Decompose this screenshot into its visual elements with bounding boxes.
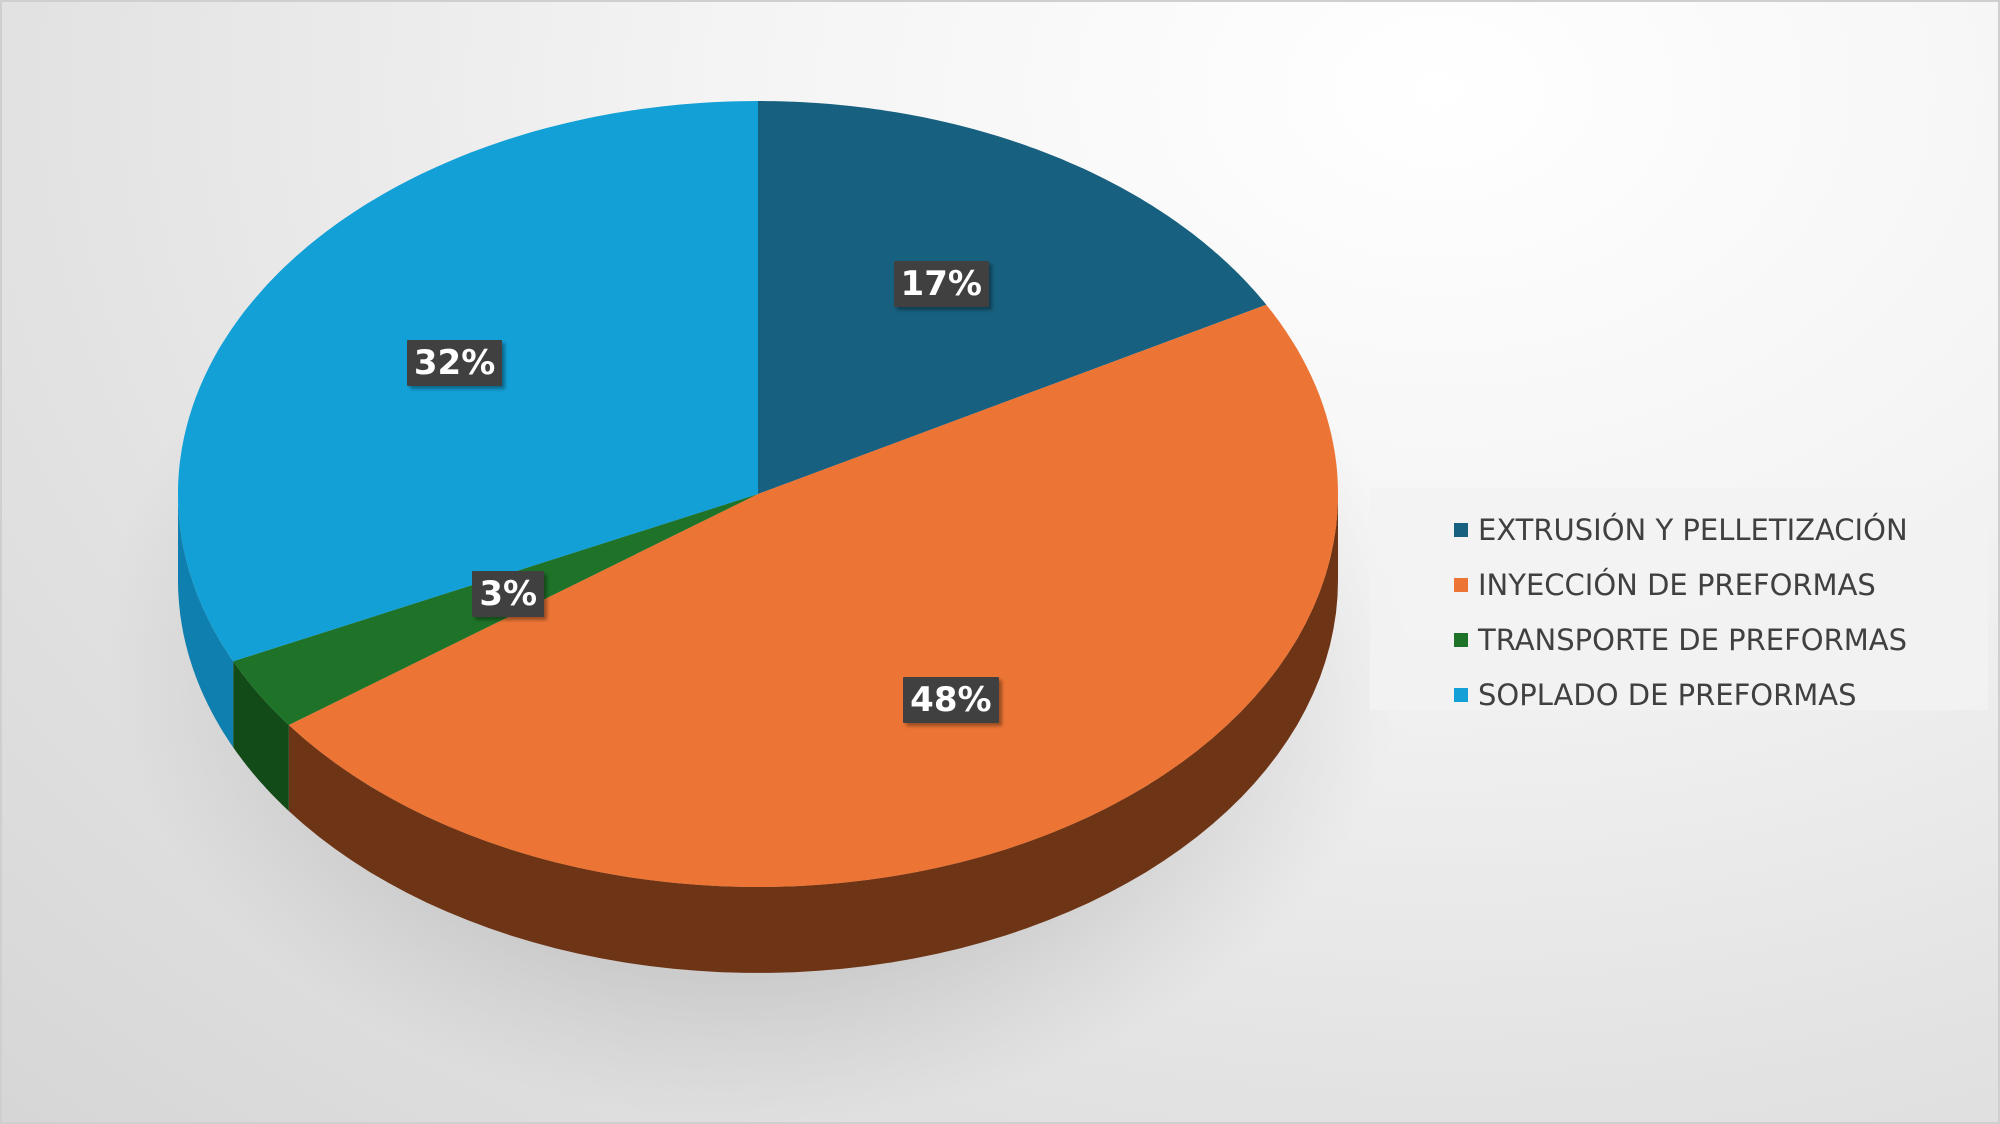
pie-slice-side	[233, 661, 289, 811]
legend-label: SOPLADO DE PREFORMAS	[1478, 677, 1857, 712]
legend-swatch	[1454, 632, 1468, 647]
legend-label: EXTRUSIÓN Y PELLETIZACIÓN	[1478, 512, 1908, 547]
legend-swatch	[1454, 522, 1468, 537]
data-label: 3%	[472, 571, 545, 618]
legend-item: INYECCIÓN DE PREFORMAS	[1454, 557, 1988, 612]
legend-item: TRANSPORTE DE PREFORMAS	[1454, 612, 1988, 667]
data-label: 32%	[406, 340, 503, 387]
legend: EXTRUSIÓN Y PELLETIZACIÓN INYECCIÓN DE P…	[1370, 488, 1988, 712]
pie-slice	[288, 304, 1338, 887]
data-label: 17%	[893, 261, 989, 308]
legend-label: TRANSPORTE DE PREFORMAS	[1478, 622, 1907, 657]
data-label: 48%	[903, 676, 999, 723]
pie-sides	[178, 494, 1338, 973]
legend-swatch	[1454, 577, 1468, 592]
legend-swatch	[1454, 687, 1468, 702]
pie-slice-side	[178, 494, 234, 748]
pie-slice	[758, 101, 1267, 494]
pie-slices	[178, 101, 1338, 887]
legend-label: INYECCIÓN DE PREFORMAS	[1478, 567, 1876, 602]
legend-item: EXTRUSIÓN Y PELLETIZACIÓN	[1454, 502, 1988, 557]
legend-item: SOPLADO DE PREFORMAS	[1454, 667, 1988, 722]
pie-slice-side	[288, 494, 1338, 973]
